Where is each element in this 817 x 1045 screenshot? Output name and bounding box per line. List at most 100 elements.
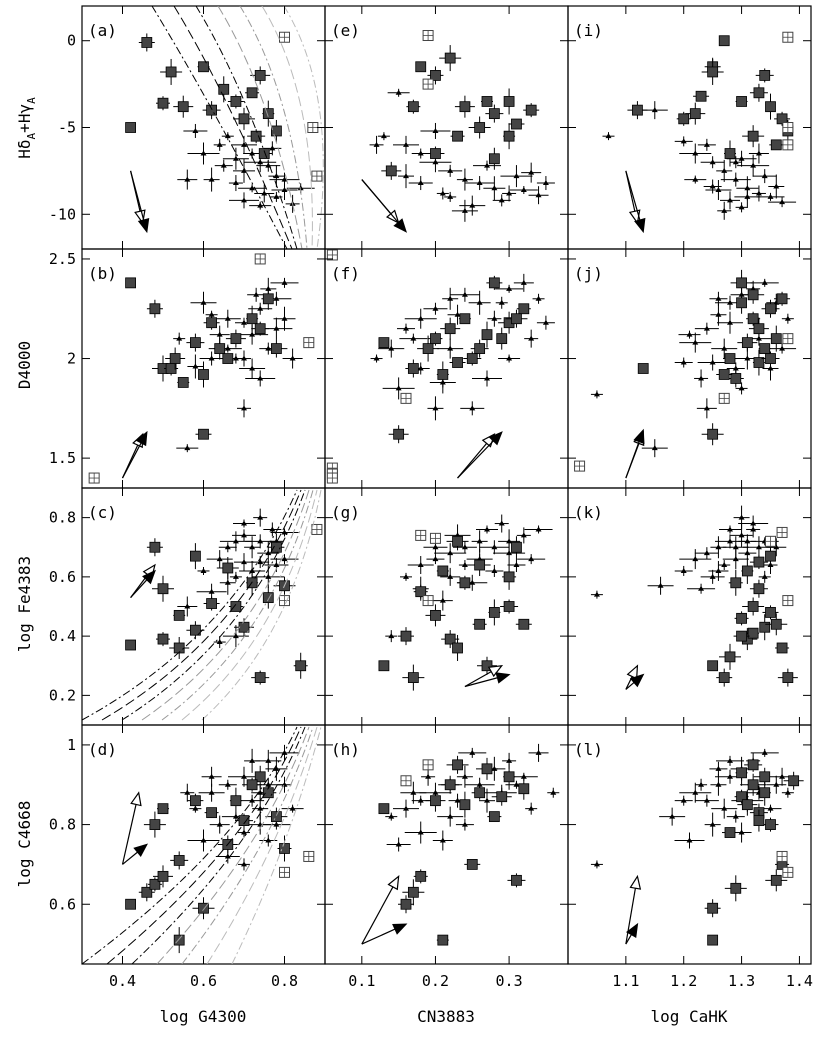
triangle-marker bbox=[651, 445, 658, 451]
filled-square-point bbox=[293, 652, 308, 679]
triangle-marker bbox=[727, 773, 733, 779]
cross-point bbox=[426, 554, 445, 565]
triangle-marker bbox=[593, 591, 600, 597]
filled-square-point bbox=[755, 68, 774, 83]
triangle-marker bbox=[249, 757, 256, 763]
panel-label: (a) bbox=[88, 21, 117, 40]
filled-square-point bbox=[775, 642, 790, 654]
cross-point bbox=[738, 515, 769, 532]
triangle-marker bbox=[410, 789, 417, 795]
vector-arrow-filled bbox=[625, 170, 646, 234]
cross-point bbox=[213, 636, 226, 649]
filled-square-point bbox=[262, 100, 275, 127]
open-square-point bbox=[88, 472, 100, 484]
triangle-marker bbox=[208, 355, 215, 361]
filled-square-point bbox=[742, 597, 765, 616]
triangle-marker bbox=[184, 445, 191, 451]
triangle-marker bbox=[528, 805, 535, 811]
cross-point bbox=[456, 168, 473, 191]
triangle-marker bbox=[388, 633, 395, 639]
cross-point bbox=[694, 794, 719, 807]
triangle-marker bbox=[249, 797, 256, 803]
cross-point bbox=[471, 530, 488, 553]
triangle-marker bbox=[469, 202, 476, 208]
triangle-marker bbox=[692, 176, 699, 182]
cross-point bbox=[400, 572, 412, 581]
cross-point bbox=[214, 159, 233, 172]
model-curve bbox=[231, 726, 322, 964]
open-square-point bbox=[765, 535, 776, 547]
x-tick-label: 1.1 bbox=[612, 972, 639, 990]
triangle-marker bbox=[249, 185, 256, 191]
model-curve bbox=[161, 489, 314, 721]
cross-point bbox=[674, 357, 693, 368]
filled-square-point bbox=[146, 299, 163, 318]
cross-point bbox=[703, 179, 722, 194]
open-square-point bbox=[429, 532, 441, 544]
cross-point bbox=[370, 354, 383, 363]
filled-square-point bbox=[737, 793, 758, 816]
cross-point bbox=[397, 323, 415, 334]
triangle-marker bbox=[535, 192, 542, 198]
cross-point bbox=[590, 860, 603, 869]
filled-square-point bbox=[753, 809, 765, 832]
triangle-marker bbox=[176, 335, 183, 341]
x-tick-label: 0.1 bbox=[348, 972, 375, 990]
cross-point bbox=[766, 775, 787, 794]
triangle-marker bbox=[767, 193, 774, 199]
filled-square-point bbox=[759, 779, 771, 806]
cross-point bbox=[473, 160, 501, 171]
filled-square-point bbox=[747, 627, 760, 639]
panel-e: (e) bbox=[324, 5, 569, 250]
triangle-marker bbox=[447, 550, 454, 556]
triangle-marker bbox=[224, 133, 231, 139]
triangle-marker bbox=[241, 355, 247, 361]
filled-square-point bbox=[440, 317, 461, 340]
cross-point bbox=[180, 783, 195, 802]
panel-label: (b) bbox=[88, 264, 117, 283]
cross-point bbox=[438, 164, 463, 177]
model-curves bbox=[82, 726, 322, 964]
filled-square-point bbox=[203, 315, 220, 330]
triangle-marker bbox=[232, 573, 239, 579]
triangle-marker bbox=[461, 176, 468, 182]
cross-point bbox=[228, 766, 260, 787]
triangle-marker bbox=[692, 789, 699, 795]
model-curves bbox=[151, 6, 324, 249]
panel-frame bbox=[324, 248, 569, 489]
cross-point bbox=[768, 343, 797, 354]
filled-square-point bbox=[463, 351, 482, 366]
triangle-marker bbox=[498, 299, 505, 305]
filled-square-point bbox=[225, 329, 246, 348]
filled-square-point bbox=[701, 58, 724, 85]
filled-square-point bbox=[471, 785, 488, 800]
filled-square-point bbox=[736, 291, 747, 314]
cross-point bbox=[674, 832, 705, 849]
triangle-marker bbox=[680, 138, 687, 144]
model-curve bbox=[121, 489, 306, 721]
cross-point bbox=[679, 332, 712, 353]
triangle-marker bbox=[727, 319, 733, 325]
filled-square-point bbox=[427, 66, 444, 85]
filled-square-point bbox=[402, 664, 425, 691]
y-tick-label: 1 bbox=[67, 736, 76, 754]
cross-point bbox=[716, 755, 744, 766]
filled-square-point bbox=[774, 291, 791, 306]
filled-square-point bbox=[143, 811, 166, 838]
cross-point bbox=[455, 818, 474, 831]
cross-point bbox=[228, 175, 243, 192]
cross-point bbox=[500, 165, 533, 188]
cross-point bbox=[432, 830, 453, 851]
triangle-marker bbox=[208, 311, 215, 317]
cross-point bbox=[458, 747, 487, 758]
filled-square-point bbox=[417, 335, 440, 362]
filled-square-point bbox=[716, 668, 733, 687]
cross-point bbox=[487, 310, 502, 327]
cross-point bbox=[517, 554, 546, 565]
triangle-marker bbox=[528, 335, 535, 341]
filled-square-point bbox=[146, 538, 163, 557]
filled-square-point bbox=[487, 811, 502, 823]
triangle-marker bbox=[241, 861, 247, 867]
filled-square-point bbox=[744, 757, 763, 772]
cross-point bbox=[536, 176, 555, 191]
